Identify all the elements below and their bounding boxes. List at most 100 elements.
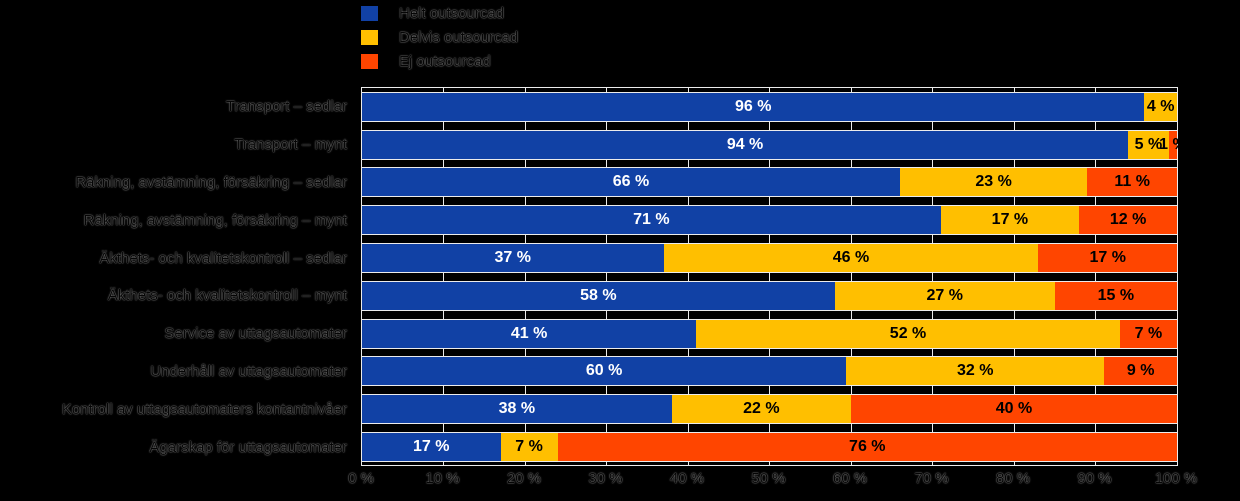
- bar-value-label: 58 %: [580, 286, 617, 304]
- category-label: Transport – sedlar: [225, 98, 347, 116]
- bar-value-label: 71 %: [633, 211, 670, 229]
- gridline: [687, 88, 689, 465]
- gridline: [1095, 88, 1096, 465]
- stacked-bar: 38 % 22 % 40 %: [362, 394, 1177, 425]
- legend-swatch-icon: [361, 54, 378, 69]
- category-axis-labels: Transport – sedlar Transport – mynt Räknin…: [0, 88, 347, 466]
- x-tick-label: 100 %: [1154, 470, 1198, 487]
- bar-value-label: 23 %: [975, 173, 1012, 191]
- category-label: Ägarskap för uttagsautomater: [149, 438, 347, 456]
- bar-value-label: 32 %: [957, 362, 994, 380]
- bar-segment: 11 %: [1087, 168, 1177, 197]
- category-label: Räkning, avstämning, försäkring – mynt: [83, 211, 347, 229]
- category-label: Transport – mynt: [234, 136, 347, 154]
- bar-row: 37 % 46 % 17 %: [362, 239, 1177, 277]
- bar-segment: 40 %: [850, 395, 1177, 424]
- bar-segment: 17 %: [940, 206, 1080, 235]
- bar-value-label: 1 %: [1159, 135, 1187, 153]
- bar-segment: 12 %: [1079, 206, 1177, 235]
- category-label: Äkthets- och kvalitetskontroll – sedlar: [99, 249, 347, 267]
- bar-value-label: 15 %: [1097, 286, 1135, 304]
- bar-segment: 17 %: [362, 433, 501, 462]
- x-tick-label: 90 %: [1077, 470, 1112, 487]
- bar-segment: 46 %: [663, 244, 1039, 273]
- stacked-bar: 94 % 5 % 1 %: [362, 129, 1187, 160]
- bar-value-label: 7 %: [1134, 324, 1163, 342]
- bar-segment: 96 %: [362, 92, 1145, 121]
- bar-segment: 23 %: [899, 168, 1088, 197]
- stacked-bar: 17 % 7 % 76 %: [362, 432, 1177, 463]
- bar-segment: 58 %: [362, 281, 835, 310]
- bar-segment: 7 %: [1119, 319, 1177, 348]
- x-tick-label: 10 %: [425, 470, 460, 487]
- bar-segment: 4 %: [1144, 92, 1177, 121]
- bar-segment: 94 %: [362, 130, 1129, 159]
- bar-value-label: 4 %: [1146, 97, 1175, 115]
- x-tick-label: 20 %: [506, 470, 542, 487]
- gridline: [524, 88, 526, 465]
- x-tick-label: 30 %: [588, 470, 623, 487]
- bar-value-label: 94 %: [726, 135, 764, 153]
- x-axis-tick-labels: 0 % 10 % 20 % 30 % 40 % 50 % 60 % 70 % 80 % 90 % 1…: [0, 470, 1240, 494]
- category-label: Äkthets- och kvalitetskontroll – mynt: [107, 287, 347, 305]
- bar-segment: 41 %: [362, 319, 697, 348]
- bar-row: 71 % 17 % 12 %: [362, 201, 1177, 239]
- bar-value-label: 40 %: [995, 400, 1033, 418]
- bar-row: 58 % 27 % 15 %: [362, 277, 1177, 315]
- bar-value-label: 76 %: [849, 438, 886, 456]
- gridline: [850, 88, 852, 465]
- x-tick-label: 0 %: [348, 470, 374, 487]
- bar-row: 66 % 23 % 11 %: [362, 164, 1177, 202]
- stacked-bar: 58 % 27 % 15 %: [362, 280, 1177, 311]
- bar-segment: 5 %: [1128, 130, 1169, 159]
- legend-label: Helt outsourcad: [399, 5, 505, 22]
- bar-value-label: 17 %: [1089, 249, 1126, 267]
- gridline: [1013, 88, 1015, 465]
- bar-value-label: 17 %: [991, 211, 1029, 229]
- x-tick-label: 60 %: [832, 470, 868, 487]
- x-tick-label: 70 %: [914, 470, 949, 487]
- bar-segment: 22 %: [671, 395, 851, 424]
- bar-segment: 32 %: [846, 357, 1105, 386]
- bar-value-label: 60 %: [585, 362, 623, 380]
- bar-value-label: 96 %: [734, 97, 772, 115]
- bar-value-label: 17 %: [413, 438, 450, 456]
- bar-value-label: 52 %: [889, 324, 927, 342]
- plot-area: 96 % 4 % 94 % 5 % 1 % 66 % 23 % 11 % 71 % 17 % 12 …: [361, 87, 1187, 466]
- bar-segment: 38 %: [362, 395, 672, 424]
- bar-value-label: 7 %: [515, 438, 543, 456]
- stacked-bar: 60 % 32 % 9 %: [362, 356, 1177, 387]
- bar-value-label: 11 %: [1114, 173, 1150, 191]
- gridline: [932, 88, 933, 465]
- bar-value-label: 37 %: [494, 249, 531, 267]
- bar-value-label: 12 %: [1109, 211, 1147, 229]
- bar-row: 17 % 7 % 76 %: [362, 428, 1177, 466]
- legend-swatch-icon: [361, 30, 378, 45]
- bar-value-label: 9 %: [1126, 362, 1155, 380]
- x-tick-label: 50 %: [751, 470, 786, 487]
- legend-item: Delvis outsourcad: [361, 26, 518, 49]
- bar-value-label: 38 %: [498, 400, 536, 418]
- bar-segment: 60 %: [362, 357, 847, 386]
- legend-label: Ej outsourcad: [399, 53, 491, 70]
- bar-value-label: 22 %: [743, 400, 780, 418]
- gridline: [769, 88, 770, 465]
- category-label: Underhåll av uttagsautomater: [150, 362, 347, 380]
- bar-row: 38 % 22 % 40 %: [362, 390, 1177, 428]
- gridline: [443, 88, 444, 465]
- bar-segment: 1 %: [1159, 130, 1187, 159]
- bar-segment: 76 %: [557, 433, 1177, 462]
- legend-item: Helt outsourcad: [361, 2, 518, 25]
- bar-segment: 71 %: [362, 206, 941, 235]
- legend-swatch-icon: [361, 6, 378, 21]
- bar-value-label: 46 %: [832, 249, 870, 267]
- x-tick-label: 80 %: [995, 470, 1031, 487]
- bar-segment: 52 %: [696, 319, 1120, 348]
- gridline: [606, 88, 607, 465]
- bar-segment: 37 %: [362, 244, 664, 273]
- legend-label: Delvis outsourcad: [399, 29, 519, 46]
- bar-row: 94 % 5 % 1 %: [362, 126, 1187, 164]
- stacked-bar: 66 % 23 % 11 %: [362, 167, 1177, 198]
- category-label: Service av uttagsautomater: [164, 325, 347, 343]
